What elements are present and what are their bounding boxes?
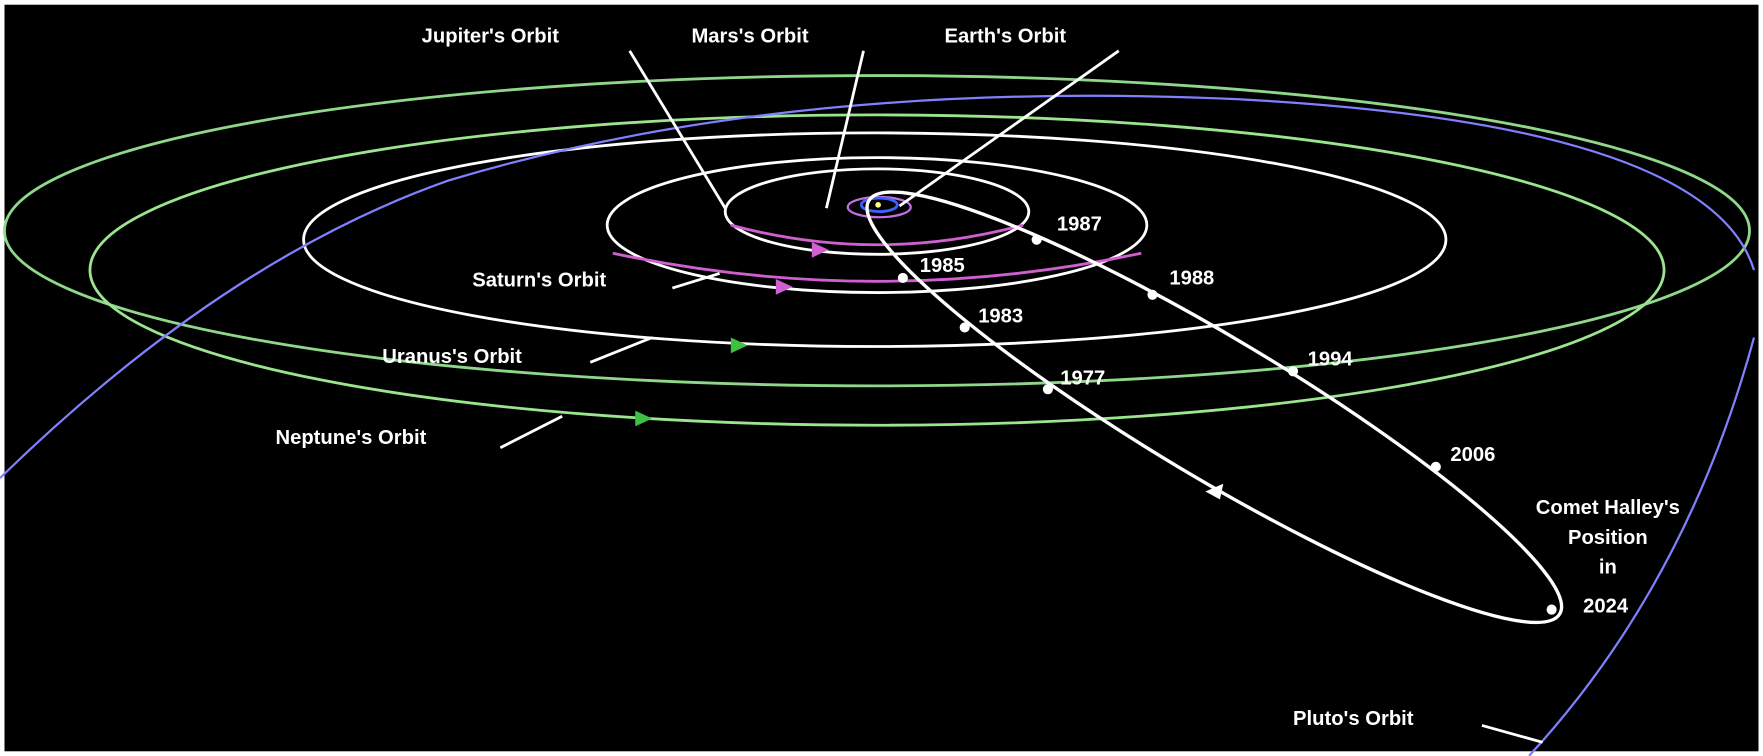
orbit-label: Pluto's Orbit bbox=[1293, 708, 1414, 730]
year-label: 1983 bbox=[978, 306, 1023, 328]
comet-label: 2024 bbox=[1583, 596, 1629, 618]
orbit-label: Jupiter's Orbit bbox=[422, 26, 560, 48]
orbit-label: Mars's Orbit bbox=[691, 26, 808, 48]
dot bbox=[1032, 235, 1042, 245]
dot bbox=[1431, 462, 1441, 472]
year-label: 1987 bbox=[1057, 213, 1102, 235]
orbit-label: Uranus's Orbit bbox=[382, 346, 522, 368]
space-background bbox=[4, 5, 1758, 752]
year-label: 1985 bbox=[920, 255, 965, 277]
year-label: 1977 bbox=[1060, 367, 1105, 389]
year-label: 1988 bbox=[1169, 267, 1214, 289]
orbit-label: Neptune's Orbit bbox=[275, 427, 426, 449]
orbit-label: Saturn's Orbit bbox=[472, 270, 606, 292]
dot bbox=[1288, 366, 1298, 376]
dot bbox=[898, 273, 908, 283]
comet-label: in bbox=[1599, 556, 1617, 578]
diagram: Jupiter's Orbit Mars's Orbit Earth's Orb… bbox=[0, 0, 1763, 756]
dot bbox=[1043, 384, 1053, 394]
comet-label: Comet Halley's bbox=[1536, 497, 1680, 519]
sun bbox=[875, 202, 881, 208]
page: {"orbits": {"jupiter": "Jupiter's Orbit"… bbox=[0, 0, 1763, 756]
dot bbox=[1547, 605, 1557, 615]
comet-label: Position bbox=[1568, 527, 1648, 549]
dot bbox=[960, 322, 970, 332]
year-label: 2006 bbox=[1450, 444, 1495, 466]
dot bbox=[1147, 290, 1157, 300]
orbit-label: Earth's Orbit bbox=[944, 26, 1066, 48]
year-label: 1994 bbox=[1308, 348, 1354, 370]
